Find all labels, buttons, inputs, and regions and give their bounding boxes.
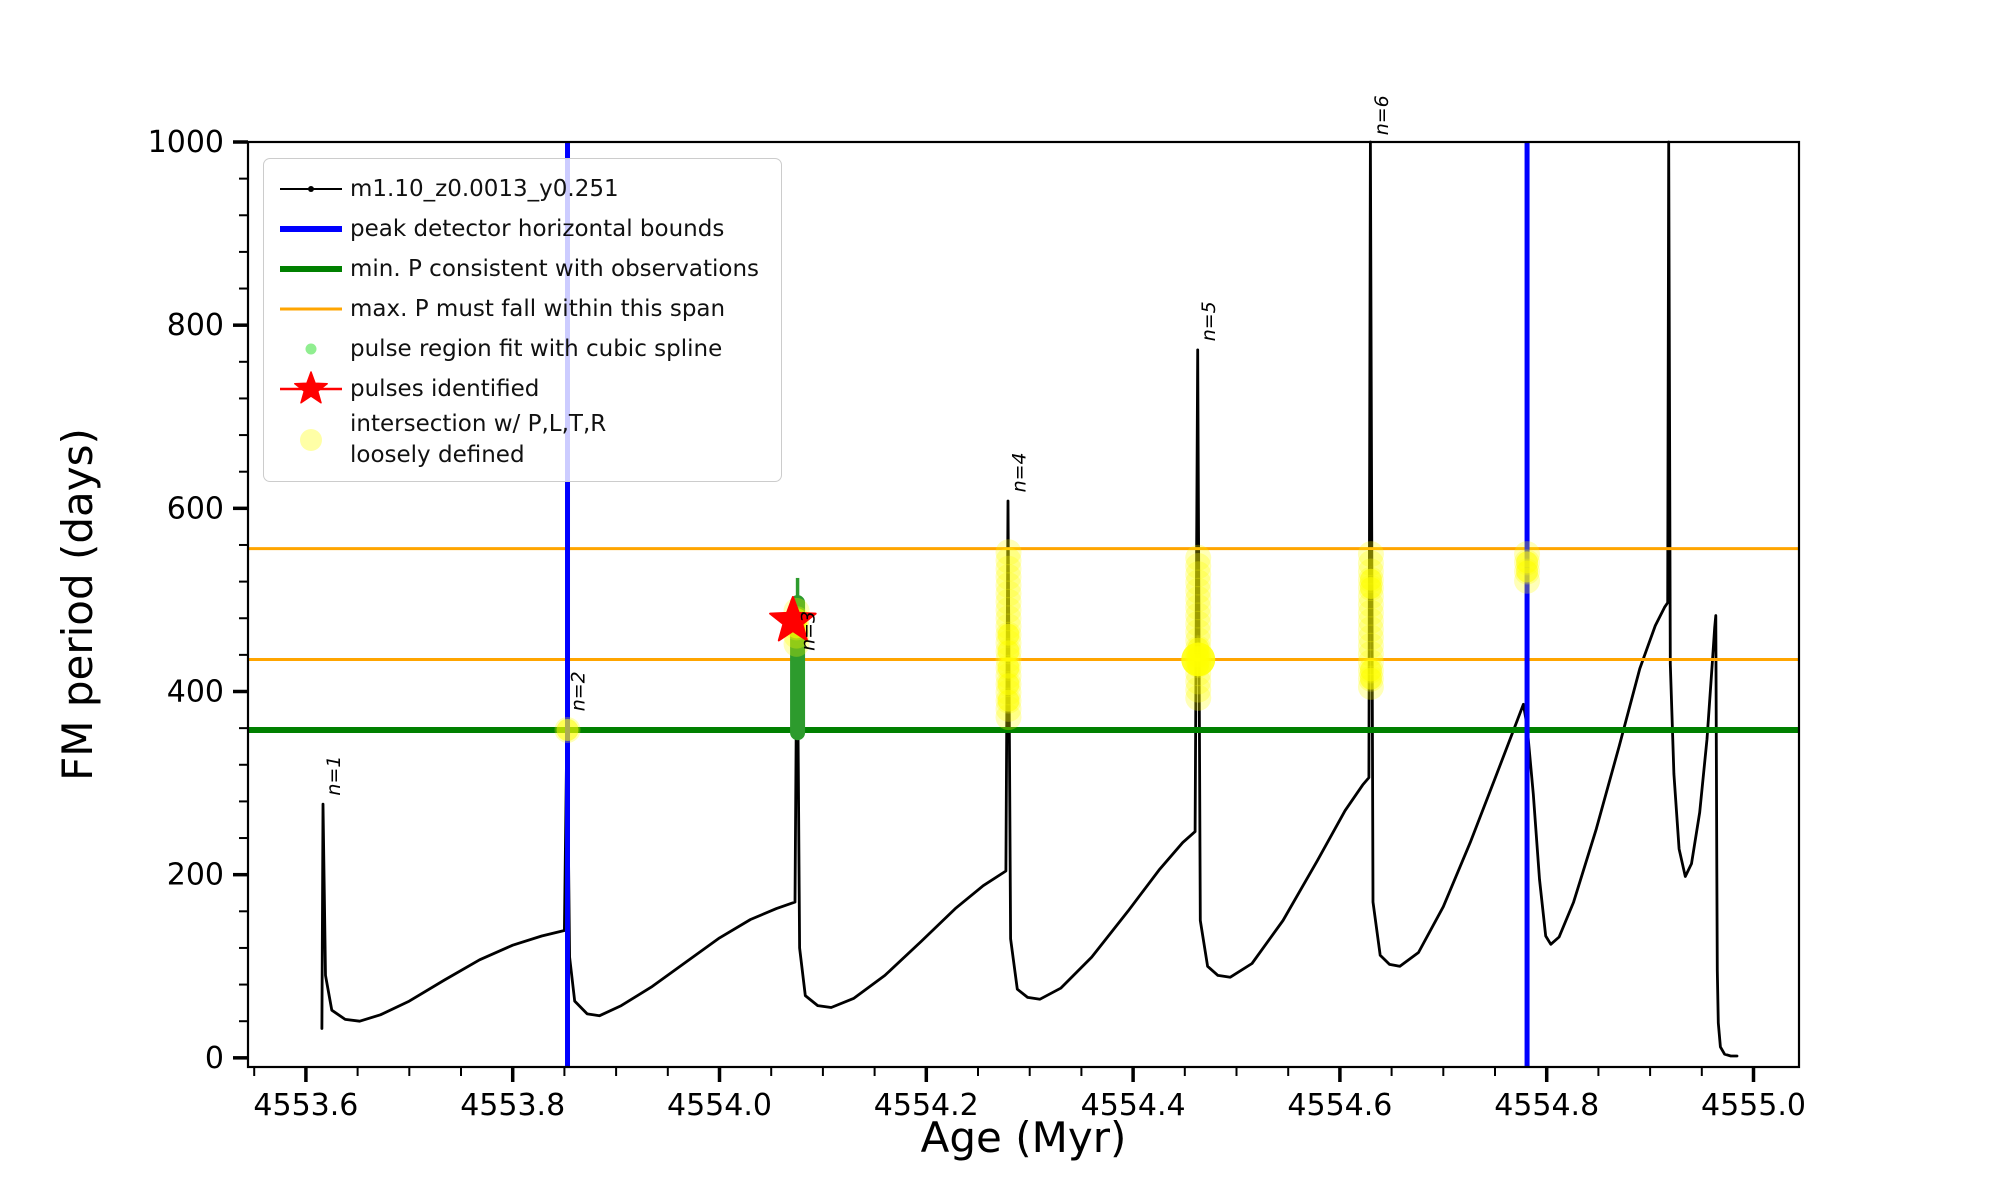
- y-tick-label: 800: [167, 308, 224, 343]
- legend-label-series: m1.10_z0.0013_y0.251: [350, 175, 619, 202]
- legend-label-intersection: intersection w/ P,L,T,R loosely defined: [350, 411, 607, 468]
- data-curve: [320, 140, 1739, 1058]
- y-tick-label: 0: [205, 1041, 224, 1076]
- intersection-dot: [1357, 591, 1384, 618]
- x-tick-label: 4554.4: [1081, 1088, 1186, 1123]
- pulse-label-n=2: n=2: [568, 671, 590, 711]
- intersection-dot: [1185, 561, 1212, 588]
- intersection-dot: [995, 564, 1022, 591]
- legend-marker-series-line-icon: [272, 169, 350, 209]
- intersection-dot: [1185, 553, 1212, 580]
- legend-row-pulses: pulses identified: [272, 369, 759, 409]
- intersection-dot: [995, 596, 1022, 623]
- pulse-label-n=1: n=1: [323, 756, 345, 796]
- intersection-dot-bright: [997, 673, 1020, 696]
- legend-label-min-p: min. P consistent with observations: [350, 255, 760, 282]
- intersection-dot: [1185, 594, 1212, 621]
- x-tick-label: 4554.6: [1287, 1088, 1392, 1123]
- intersection-dot: [1185, 676, 1212, 703]
- y-tick-label: 200: [167, 858, 224, 893]
- legend-row-peak-bounds: peak detector horizontal bounds: [272, 209, 759, 249]
- intersection-dot: [1357, 550, 1384, 577]
- legend-label-peak-bounds: peak detector horizontal bounds: [350, 215, 725, 242]
- intersection-dot-bright: [1516, 551, 1539, 574]
- intersection-dot-bright: [1359, 568, 1382, 591]
- x-tick-label: 4554.2: [874, 1088, 979, 1123]
- x-tick-label: 4554.0: [667, 1088, 772, 1123]
- intersection-dot: [1185, 586, 1212, 613]
- intersection-dot-bright: [997, 640, 1020, 663]
- y-tick-label: 1000: [148, 125, 224, 160]
- intersection-dot: [1185, 610, 1212, 637]
- legend-marker-intersection-dot-icon: [272, 420, 350, 460]
- legend-label-spline: pulse region fit with cubic spline: [350, 335, 723, 362]
- intersection-dot: [1357, 607, 1384, 634]
- legend-row-series: m1.10_z0.0013_y0.251: [272, 169, 759, 209]
- intersection-dot-bright: [556, 718, 579, 741]
- legend-row-intersection: intersection w/ P,L,T,R loosely defined: [272, 409, 759, 471]
- legend-row-spline: pulse region fit with cubic spline: [272, 329, 759, 369]
- legend-marker-green-line-icon: [272, 249, 350, 289]
- intersection-dot: [995, 588, 1022, 615]
- legend-label-pulses: pulses identified: [350, 375, 540, 402]
- x-tick-label: 4554.8: [1494, 1088, 1599, 1123]
- legend: m1.10_z0.0013_y0.251 peak detector horiz…: [263, 158, 783, 482]
- legend-row-max-p: max. P must fall within this span: [272, 289, 759, 329]
- intersection-dot: [1185, 618, 1212, 645]
- x-tick-label: 4553.8: [460, 1088, 565, 1123]
- intersection-dot: [1185, 569, 1212, 596]
- intersection-dot-bright: [997, 623, 1020, 646]
- intersection-dot: [1357, 541, 1384, 568]
- legend-marker-blue-line-icon: [272, 209, 350, 249]
- pulse-star-marker: [769, 596, 817, 642]
- pulse-label-n=3: n=3: [798, 611, 820, 651]
- intersection-dot: [995, 572, 1022, 599]
- intersection-dot: [995, 539, 1022, 566]
- legend-marker-spline-dot-icon: [272, 329, 350, 369]
- legend-marker-orange-line-icon: [272, 289, 350, 329]
- intersection-dot-big: [1181, 642, 1216, 677]
- intersection-dot: [1357, 632, 1384, 659]
- intersection-dot-bright: [997, 656, 1020, 679]
- pulse-label-n=4: n=4: [1009, 452, 1031, 492]
- intersection-dot: [1357, 599, 1384, 626]
- intersection-dot: [995, 580, 1022, 607]
- pulse-label-n=5: n=5: [1198, 301, 1220, 341]
- legend-label-max-p: max. P must fall within this span: [350, 295, 726, 322]
- intersection-dot-bright: [1359, 659, 1382, 682]
- intersection-dot: [1357, 640, 1384, 667]
- intersection-dot: [995, 605, 1022, 632]
- intersection-dot: [1185, 684, 1212, 711]
- axes-frame: [246, 140, 1801, 1069]
- legend-row-min-p: min. P consistent with observations: [272, 249, 759, 289]
- intersection-dot: [1185, 577, 1212, 604]
- pulse-label-n=6: n=6: [1371, 95, 1393, 135]
- intersection-dot: [1357, 624, 1384, 651]
- intersection-dot: [995, 555, 1022, 582]
- intersection-dot-bright: [997, 689, 1020, 712]
- intersection-dot: [995, 704, 1022, 731]
- x-axis-label: Age (Myr): [921, 1113, 1127, 1162]
- intersection-dot: [1357, 616, 1384, 643]
- intersection-dot: [1185, 602, 1212, 629]
- legend-marker-star-icon: [272, 369, 350, 409]
- y-tick-label: 400: [167, 675, 224, 710]
- x-tick-label: 4555.0: [1701, 1088, 1806, 1123]
- intersection-dot: [1185, 544, 1212, 571]
- y-axis-label: FM period (days): [53, 428, 102, 781]
- intersection-dot: [995, 547, 1022, 574]
- x-tick-label: 4553.6: [253, 1088, 358, 1123]
- y-tick-label: 600: [167, 491, 224, 526]
